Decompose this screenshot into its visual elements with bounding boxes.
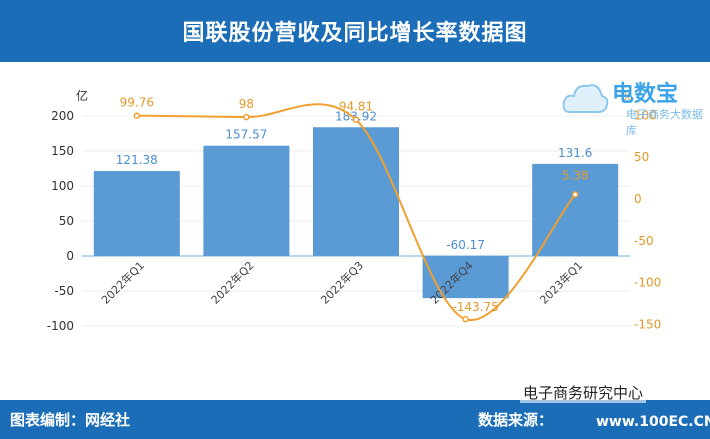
y-tick-label-left: 50 (59, 214, 74, 228)
y-tick-label-left: -100 (47, 319, 74, 333)
footer-credit: 图表编制：网经社 (10, 411, 131, 429)
y-tick-label-right: 100 (634, 108, 657, 122)
header-banner: 国联股份营收及同比增长率数据图 (0, 0, 710, 62)
bar-data-label: 131.6 (558, 146, 592, 160)
y-tick-label-left: 100 (51, 179, 74, 193)
y-tick-label-right: -100 (634, 276, 661, 290)
line-data-label: -143.75 (452, 300, 498, 314)
line-data-label: 99.76 (120, 96, 154, 110)
line-point (243, 113, 250, 121)
bar (422, 256, 509, 299)
logo-brand: 电数宝 (612, 82, 679, 107)
logo-subtitle: 电子商务大数据库 (626, 108, 703, 137)
y-axis-label-right: % (622, 90, 632, 103)
line-point (571, 191, 579, 198)
growth-line (136, 103, 576, 321)
y-tick-label-left: 0 (66, 249, 74, 263)
y-tick-label-left: 150 (51, 144, 74, 158)
page-title: 国联股份营收及同比增长率数据图 (182, 21, 528, 46)
line-point (133, 112, 141, 119)
line-point (352, 116, 360, 123)
line-point (462, 315, 469, 323)
y-tick-label-right: 0 (634, 192, 642, 206)
y-tick-label-right: 50 (634, 150, 649, 164)
y-axis-label-left: 亿 (76, 88, 88, 103)
logo: 电数宝 电子商务大数据库 (560, 72, 710, 137)
line-data-label: 98 (239, 97, 254, 111)
y-tick-label-left: -50 (54, 284, 74, 298)
bar (203, 145, 290, 256)
cloud-icon (562, 84, 609, 113)
watermark-text: 电子商务研究中心 (520, 382, 647, 403)
line-data-label: 94.81 (339, 100, 373, 114)
y-tick-label-right: -50 (634, 234, 654, 248)
footer-source: 数据来源： (478, 411, 554, 429)
bar (93, 171, 180, 256)
y-tick-label-left: 200 (51, 109, 74, 123)
line-data-label: 5.38 (562, 169, 589, 183)
y-tick-label-right: -150 (634, 317, 661, 331)
bar-data-label: 121.38 (116, 153, 158, 167)
bar-data-label: 157.57 (225, 128, 267, 142)
bar (313, 127, 399, 256)
x-tick-label: 2022年Q2 (208, 258, 257, 307)
x-tick-label: 2023年Q1 (537, 258, 586, 307)
x-tick-label: 2022年Q1 (98, 258, 147, 307)
bar-data-label: -60.17 (446, 238, 485, 252)
footer-banner: 图表编制：网经社 数据来源： (0, 400, 710, 439)
x-tick-label: 2022年Q3 (318, 258, 367, 307)
watermark-site: www.100EC.CN (596, 414, 710, 430)
